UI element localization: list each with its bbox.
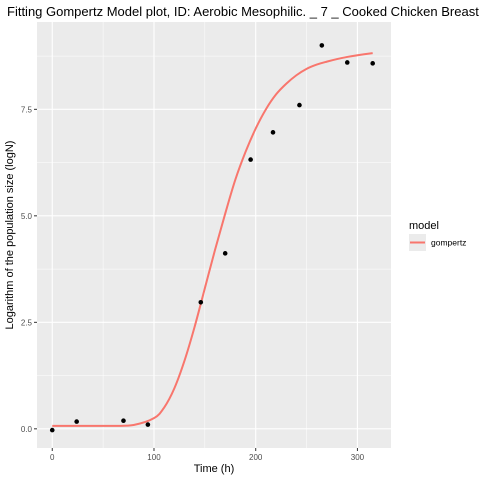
plot-panel xyxy=(37,22,391,448)
data-point xyxy=(198,300,204,305)
data-point xyxy=(145,422,151,427)
data-point xyxy=(270,130,276,135)
data-points xyxy=(49,43,375,433)
y-tick-label: 2.5 xyxy=(21,318,33,327)
y-tick-label: 7.5 xyxy=(21,105,33,114)
legend: model gompertz xyxy=(409,220,466,251)
grid-major xyxy=(37,22,391,448)
data-point xyxy=(344,60,350,65)
x-tick-label: 300 xyxy=(351,453,365,462)
data-point xyxy=(49,427,55,433)
plot-title: Fitting Gompertz Model plot, ID: Aerobic… xyxy=(7,4,479,19)
data-point xyxy=(297,102,302,108)
data-point xyxy=(121,418,126,424)
legend-label-gompertz: gompertz xyxy=(431,238,466,248)
x-tick-label: 200 xyxy=(249,453,263,462)
y-axis-title: Logarithm of the population size (logN) xyxy=(4,141,16,330)
legend-title: model xyxy=(409,220,439,232)
gompertz-series-line xyxy=(52,52,373,427)
data-point xyxy=(370,61,375,66)
y-tick-label: 5.0 xyxy=(21,212,33,221)
grid-minor xyxy=(37,22,391,448)
y-tick-label: 0.0 xyxy=(21,425,33,434)
x-axis-title: Time (h) xyxy=(194,463,235,475)
x-tick-label: 0 xyxy=(50,453,55,462)
data-point xyxy=(248,157,253,162)
data-point xyxy=(319,43,325,48)
x-tick-label: 100 xyxy=(147,453,161,462)
data-point xyxy=(74,419,79,424)
y-axis-ticks: 0.0 2.5 5.0 7.5 xyxy=(21,105,37,434)
x-axis-ticks: 0 100 200 300 xyxy=(50,448,365,462)
data-point xyxy=(222,251,228,256)
